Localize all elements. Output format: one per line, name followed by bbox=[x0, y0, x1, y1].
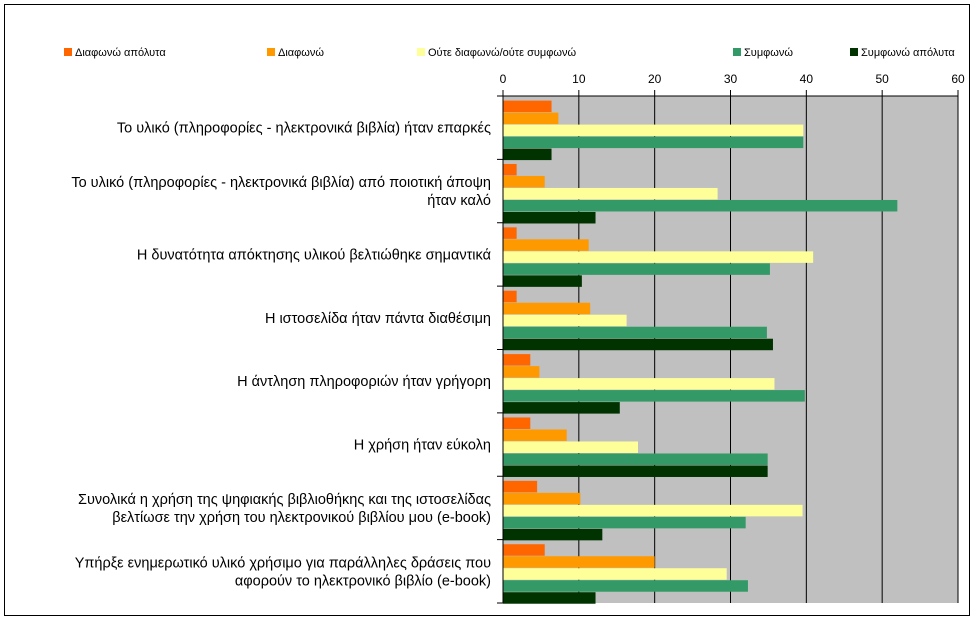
bar-2-4 bbox=[503, 302, 591, 315]
legend-swatch-3 bbox=[417, 48, 425, 56]
bar-3-3 bbox=[503, 251, 814, 263]
legend-label-5: Συμφωνώ απόλυτα bbox=[861, 47, 955, 59]
bar-4-5 bbox=[503, 390, 805, 402]
legend-label-2: Διαφωνώ bbox=[278, 47, 324, 59]
bar-5-8 bbox=[503, 592, 596, 604]
bar-5-1 bbox=[503, 148, 552, 161]
category-label-line: Η χρήση ήταν εύκολη bbox=[354, 438, 491, 454]
bar-1-1 bbox=[503, 100, 552, 113]
legend-swatch-5 bbox=[850, 48, 858, 56]
bar-5-7 bbox=[503, 528, 603, 541]
category-label-7: Συνολικά η χρήση της ψηφιακής βιβλιοθήκη… bbox=[78, 492, 491, 526]
bar-2-5 bbox=[503, 366, 540, 378]
bar-3-5 bbox=[503, 378, 775, 390]
bar-1-7 bbox=[503, 480, 538, 493]
category-label-line: Υπήρξε ενημερωτικό υλικό χρήσιμο για παρ… bbox=[75, 555, 491, 571]
tick-label-0: 0 bbox=[500, 72, 507, 86]
bar-3-7 bbox=[503, 504, 803, 517]
tick-label-50: 50 bbox=[875, 72, 889, 86]
category-label-line: ήταν καλό bbox=[427, 193, 491, 209]
bar-2-8 bbox=[503, 556, 655, 568]
category-label-line: Το υλικό (πληροφορίες - ηλεκτρονικά βιβλ… bbox=[71, 175, 491, 191]
category-label-line: βελτίωσε την χρήση του ηλεκτρονικού βιβλ… bbox=[112, 510, 491, 526]
bar-4-2 bbox=[503, 199, 898, 212]
legend-swatch-2 bbox=[267, 48, 275, 56]
legend-swatch-4 bbox=[733, 48, 741, 56]
bar-1-5 bbox=[503, 354, 531, 366]
bar-1-2 bbox=[503, 163, 517, 176]
bar-4-8 bbox=[503, 580, 748, 592]
bar-4-6 bbox=[503, 453, 768, 465]
tick-label-60: 60 bbox=[951, 72, 965, 86]
bar-2-7 bbox=[503, 492, 581, 505]
category-label-8: Υπήρξε ενημερωτικό υλικό χρήσιμο για παρ… bbox=[75, 555, 491, 589]
category-label-5: Η άντληση πληροφοριών ήταν γρήγορη bbox=[237, 374, 491, 390]
bar-3-2 bbox=[503, 187, 718, 200]
tick-label-40: 40 bbox=[800, 72, 814, 86]
chart-frame: 0 10 20 30 40 50 60 Το υλικό (πληροφορίες - ηλε… bbox=[4, 4, 970, 616]
bar-5-3 bbox=[503, 275, 582, 287]
bar-1-4 bbox=[503, 290, 517, 303]
bar-2-1 bbox=[503, 112, 559, 125]
bar-5-2 bbox=[503, 211, 596, 224]
tick-label-30: 30 bbox=[724, 72, 738, 86]
category-label-line: Το υλικό (πληροφορίες - ηλεκτρονικά βιβλ… bbox=[117, 121, 491, 137]
category-label-2: Το υλικό (πληροφορίες - ηλεκτρονικά βιβλ… bbox=[71, 175, 491, 209]
category-label-line: αφορούν το ηλεκτρονικό βιβλίο (e-book) bbox=[235, 573, 491, 589]
bar-2-2 bbox=[503, 175, 545, 188]
category-label-line: Η ιστοσελίδα ήταν πάντα διαθέσιμη bbox=[265, 311, 491, 327]
bar-4-4 bbox=[503, 326, 767, 339]
bar-chart: 0 10 20 30 40 50 60 Το υλικό (πληροφορίες - ηλε… bbox=[64, 47, 965, 604]
tick-label-10: 10 bbox=[572, 72, 586, 86]
bar-4-1 bbox=[503, 136, 804, 149]
legend-label-1: Διαφωνώ απόλυτα bbox=[75, 47, 166, 59]
category-label-line: Συνολικά η χρήση της ψηφιακής βιβλιοθήκη… bbox=[78, 492, 491, 508]
tick-label-20: 20 bbox=[648, 72, 662, 86]
bar-1-6 bbox=[503, 417, 531, 429]
bar-2-6 bbox=[503, 429, 567, 441]
bar-5-6 bbox=[503, 465, 768, 477]
bar-5-4 bbox=[503, 338, 773, 351]
category-label-3: Η δυνατότητα απόκτησης υλικού βελτιώθηκε… bbox=[137, 247, 491, 263]
bar-4-3 bbox=[503, 263, 770, 275]
bar-3-4 bbox=[503, 314, 627, 327]
legend-label-3: Ούτε διαφωνώ/ούτε συμφωνώ bbox=[428, 47, 576, 59]
category-label-4: Η ιστοσελίδα ήταν πάντα διαθέσιμη bbox=[265, 311, 491, 327]
category-label-6: Η χρήση ήταν εύκολη bbox=[354, 438, 491, 454]
bar-3-6 bbox=[503, 441, 638, 453]
bar-5-5 bbox=[503, 402, 620, 414]
category-label-line: Η άντληση πληροφοριών ήταν γρήγορη bbox=[237, 374, 491, 390]
bar-2-3 bbox=[503, 239, 589, 251]
category-label-1: Το υλικό (πληροφορίες - ηλεκτρονικά βιβλ… bbox=[117, 121, 491, 137]
legend-swatch-1 bbox=[64, 48, 72, 56]
bar-1-8 bbox=[503, 544, 545, 556]
bar-1-3 bbox=[503, 227, 517, 239]
legend-label-4: Συμφωνώ bbox=[744, 47, 793, 59]
category-label-line: Η δυνατότητα απόκτησης υλικού βελτιώθηκε… bbox=[137, 247, 491, 263]
bar-3-1 bbox=[503, 124, 804, 137]
bar-4-7 bbox=[503, 516, 746, 529]
bar-3-8 bbox=[503, 568, 727, 580]
